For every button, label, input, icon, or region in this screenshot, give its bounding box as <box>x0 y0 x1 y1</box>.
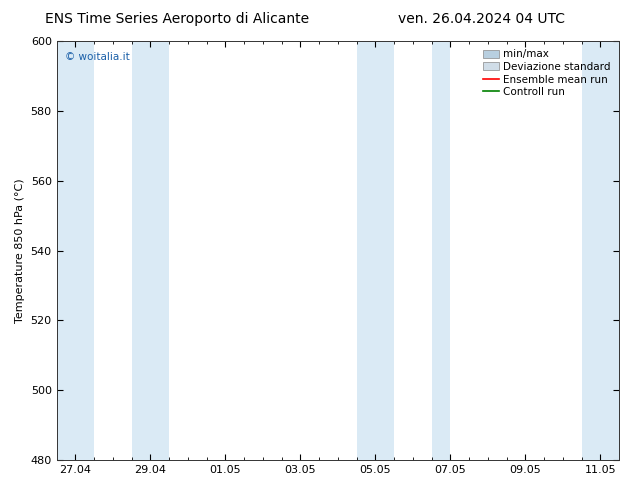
Y-axis label: Temperature 850 hPa (°C): Temperature 850 hPa (°C) <box>15 178 25 323</box>
Legend: min/max, Deviazione standard, Ensemble mean run, Controll run: min/max, Deviazione standard, Ensemble m… <box>480 46 614 100</box>
Text: ven. 26.04.2024 04 UTC: ven. 26.04.2024 04 UTC <box>398 12 566 26</box>
Bar <box>56 41 94 460</box>
Bar <box>432 41 450 460</box>
Bar <box>132 41 169 460</box>
Bar <box>356 41 394 460</box>
Text: © woitalia.it: © woitalia.it <box>65 51 130 62</box>
Bar <box>581 41 619 460</box>
Text: ENS Time Series Aeroporto di Alicante: ENS Time Series Aeroporto di Alicante <box>46 12 309 26</box>
